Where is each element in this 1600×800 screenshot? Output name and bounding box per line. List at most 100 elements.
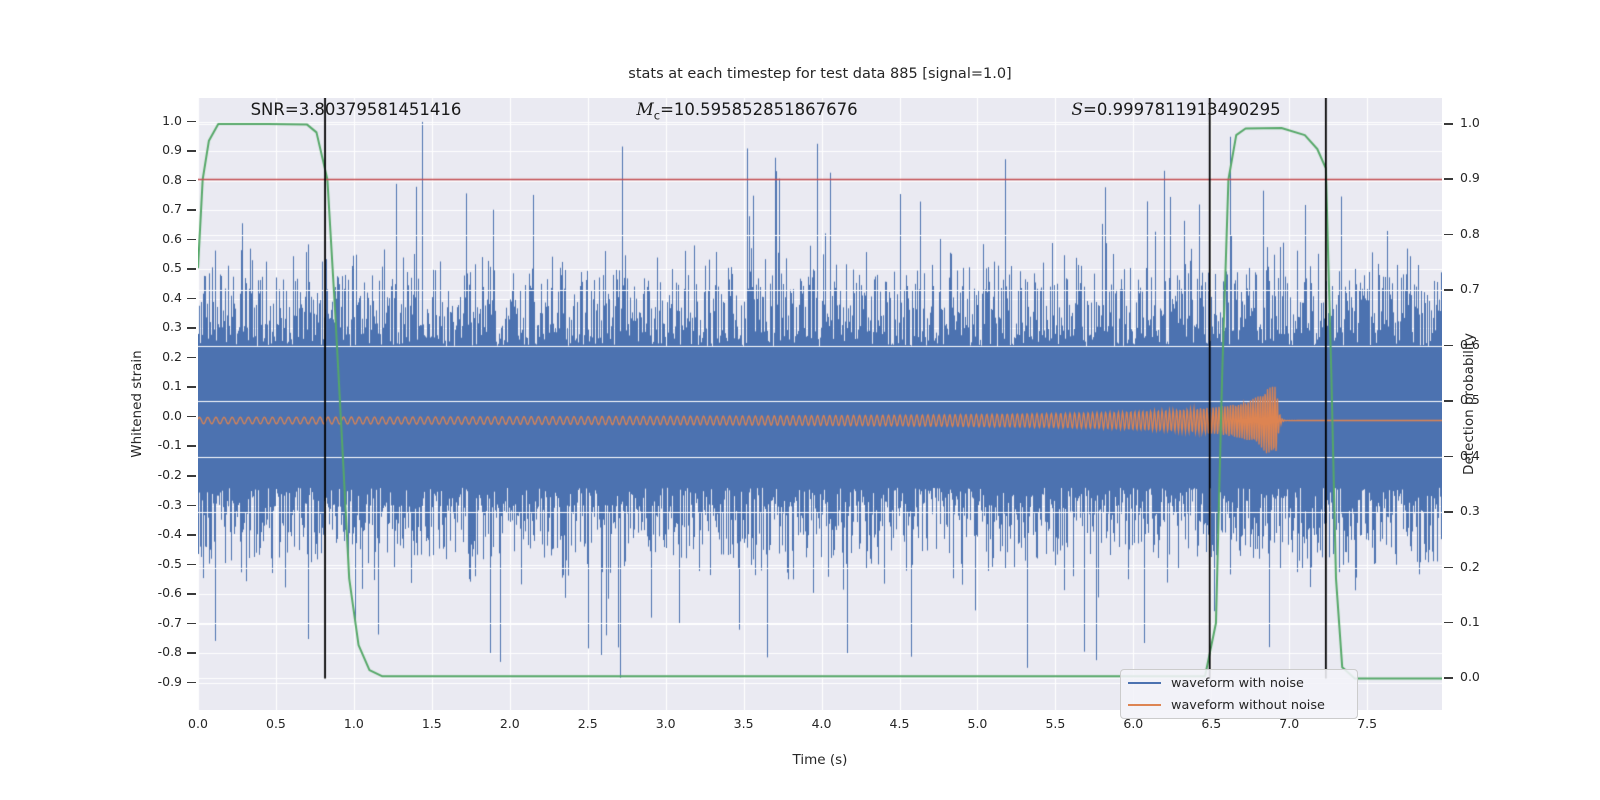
plot-canvas <box>198 98 1442 710</box>
x-tick-label: 1.5 <box>421 716 442 731</box>
mc-value: =10.595852851867676 <box>660 100 858 119</box>
left-y-tick-label: 0.6 <box>162 230 182 246</box>
left-y-tick-mark <box>187 415 196 418</box>
left-y-tick-mark <box>187 150 196 152</box>
right-y-tick-mark <box>1444 233 1453 236</box>
right-y-tick-label: 0.5 <box>1460 392 1480 408</box>
legend-label: waveform with noise <box>1171 675 1304 691</box>
left-y-tick-label: -0.3 <box>157 496 182 512</box>
x-tick-label: 0.0 <box>188 716 208 731</box>
x-tick-label: 6.0 <box>1123 716 1144 731</box>
right-y-tick-label: 0.2 <box>1460 558 1480 574</box>
chirp-mass-annotation: Mc=10.595852851867676 <box>636 100 857 122</box>
legend-label: waveform without noise <box>1171 697 1325 713</box>
left-y-tick-mark <box>187 681 196 684</box>
right-y-tick-mark <box>1444 123 1453 125</box>
legend-item-waveform-with-noise: waveform with noise <box>1121 674 1357 692</box>
legend-item-waveform-without-noise: waveform without noise <box>1121 696 1357 714</box>
chart-title: stats at each timestep for test data 885… <box>628 66 1012 82</box>
right-y-tick-mark <box>1444 566 1453 569</box>
right-y-tick-mark <box>1444 344 1453 347</box>
left-y-tick-label: -0.6 <box>157 585 182 601</box>
x-tick-label: 5.0 <box>967 716 988 731</box>
s-value: =0.9997811913490295 <box>1083 100 1281 119</box>
right-y-tick-label: 0.7 <box>1460 281 1480 297</box>
left-y-tick-mark <box>187 238 196 241</box>
left-y-tick-label: 0.2 <box>162 348 182 364</box>
x-tick-label: 3.5 <box>733 716 754 731</box>
left-y-tick-mark <box>187 593 196 595</box>
right-y-axis-label: Detection probability <box>1461 333 1477 475</box>
left-y-tick-label: 0.5 <box>162 260 182 276</box>
right-y-tick-mark <box>1444 289 1453 291</box>
left-y-tick-label: -0.5 <box>157 555 182 571</box>
signal-score-annotation: S=0.9997811913490295 <box>1071 100 1280 120</box>
left-y-tick-mark <box>187 504 196 506</box>
right-y-tick-mark <box>1444 511 1453 513</box>
left-y-tick-label: 0.7 <box>162 201 182 217</box>
left-y-tick-mark <box>187 652 196 654</box>
left-y-tick-mark <box>187 356 196 359</box>
right-y-tick-label: 0.1 <box>1460 613 1480 629</box>
legend-line-swatch-orange <box>1128 703 1161 707</box>
left-y-tick-label: -0.8 <box>157 644 182 660</box>
left-y-tick-mark <box>187 268 196 270</box>
right-y-tick-mark <box>1444 400 1453 402</box>
left-y-tick-mark <box>187 209 196 211</box>
snr-label: SNR <box>250 100 285 119</box>
legend-line-swatch-blue <box>1128 681 1161 685</box>
left-y-tick-label: -0.2 <box>157 467 182 482</box>
left-y-tick-label: 0.4 <box>162 289 182 305</box>
left-y-tick-label: 0.3 <box>162 319 182 335</box>
snr-annotation: SNR=3.80379581451416 <box>251 100 462 119</box>
x-tick-label: 2.5 <box>577 716 598 731</box>
left-y-tick-label: -0.9 <box>157 673 182 689</box>
right-y-tick-mark <box>1444 178 1453 180</box>
right-y-tick-label: 0.3 <box>1460 503 1480 519</box>
right-y-tick-mark <box>1444 677 1453 679</box>
legend: waveform with noise waveform without noi… <box>1120 669 1358 719</box>
x-tick-label: 4.0 <box>811 716 832 731</box>
right-y-tick-mark <box>1444 455 1453 458</box>
left-y-tick-label: 1.0 <box>162 112 182 128</box>
left-y-tick-label: 0.1 <box>162 378 182 394</box>
right-y-tick-label: 0.8 <box>1460 225 1480 241</box>
x-tick-label: 4.5 <box>889 716 910 731</box>
x-tick-label: 5.5 <box>1045 716 1066 731</box>
left-y-tick-mark <box>187 297 196 300</box>
left-y-tick-label: 0.9 <box>162 142 182 158</box>
left-y-tick-label: 0.0 <box>162 407 182 423</box>
left-y-axis-label: Whitened strain <box>129 350 145 458</box>
x-tick-label: 6.5 <box>1201 716 1222 731</box>
x-tick-label: 3.0 <box>655 716 676 731</box>
left-y-tick-label: -0.1 <box>157 437 182 453</box>
x-tick-label: 1.0 <box>343 716 364 731</box>
left-y-tick-mark <box>187 534 196 536</box>
snr-value: =3.80379581451416 <box>284 100 462 119</box>
left-y-tick-mark <box>187 563 196 566</box>
right-y-tick-label: 0.0 <box>1460 669 1480 685</box>
right-y-tick-label: 1.0 <box>1460 115 1480 131</box>
left-y-tick-mark <box>187 386 196 388</box>
left-y-tick-mark <box>187 179 196 182</box>
x-tick-label: 7.0 <box>1279 716 1300 731</box>
left-y-tick-mark <box>187 120 196 123</box>
left-y-tick-mark <box>187 622 196 625</box>
left-y-tick-mark <box>187 445 196 447</box>
s-symbol: S <box>1071 100 1084 120</box>
mc-symbol: M <box>636 100 654 120</box>
right-y-tick-mark <box>1444 621 1453 624</box>
left-y-tick-label: -0.4 <box>157 526 182 542</box>
x-tick-label: 2.0 <box>499 716 520 731</box>
left-y-tick-mark <box>187 475 196 477</box>
right-y-tick-label: 0.9 <box>1460 170 1480 186</box>
x-tick-label: 0.5 <box>265 716 286 731</box>
left-y-tick-mark <box>187 327 196 329</box>
right-y-tick-label: 0.4 <box>1460 447 1480 463</box>
x-axis-label: Time (s) <box>792 752 848 768</box>
x-tick-label: 7.5 <box>1357 716 1378 731</box>
mc-subscript: c <box>653 108 661 123</box>
right-y-tick-label: 0.6 <box>1460 336 1480 352</box>
left-y-tick-label: -0.7 <box>157 614 182 630</box>
